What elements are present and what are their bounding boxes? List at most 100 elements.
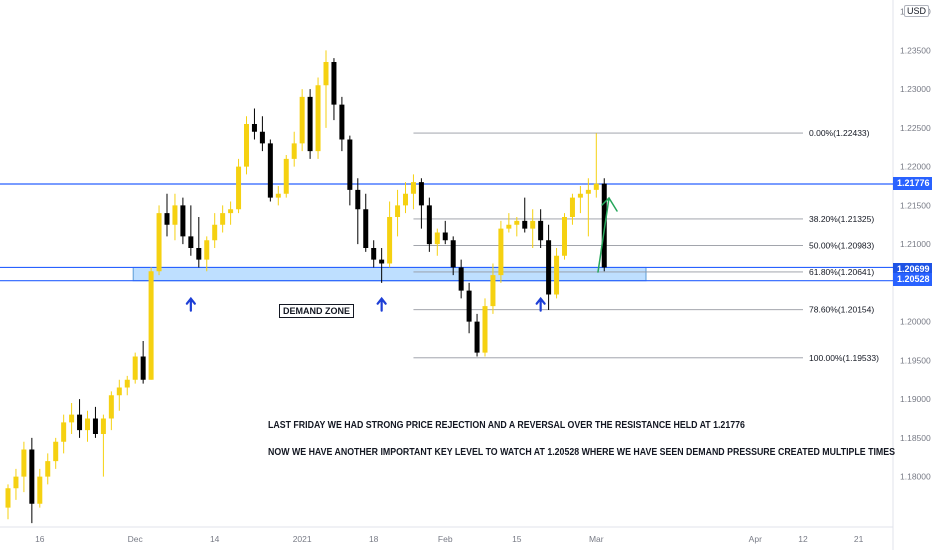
fibonacci-layer: 0.00%(1.22433) 38.20%(1.21325) 50.00%(1.20… [413, 128, 879, 363]
candle-body [228, 209, 234, 214]
price-tick-label: 1.18500 [900, 433, 931, 443]
fib-level-label: 0.00%(1.22433) [809, 128, 870, 138]
candle-body [474, 321, 480, 353]
candle-body [196, 248, 202, 260]
candle-body [562, 217, 567, 256]
candle-body [108, 395, 114, 419]
lower-support-price-tag: 1.20528 [893, 273, 932, 287]
candle-body [403, 193, 408, 206]
candle-body [132, 356, 138, 380]
candle-body [554, 255, 560, 295]
fib-level-label: 61.80%(1.20641) [809, 267, 874, 277]
price-tick-label: 1.21500 [900, 200, 931, 210]
candle-body [426, 205, 432, 245]
candle-body [244, 124, 249, 167]
candle-body [69, 414, 75, 423]
candle-body [37, 476, 43, 504]
price-tick-label: 1.23000 [900, 84, 931, 94]
candle-body [156, 213, 162, 272]
up-arrow-icon [376, 296, 387, 312]
price-tick-label: 1.22000 [900, 162, 931, 172]
candle-body [363, 209, 369, 248]
candle-body [275, 193, 281, 198]
price-tick-label: 1.19500 [900, 355, 931, 365]
candle-body [140, 356, 146, 380]
price-tick-label: 1.21000 [900, 239, 931, 249]
candle-body [371, 248, 377, 260]
candle-body [53, 441, 59, 462]
candle-body [212, 224, 218, 241]
candle-body [577, 193, 583, 198]
candle-body [315, 85, 321, 152]
demand-zone-rect [132, 266, 647, 282]
candle-body [331, 62, 337, 105]
candle-body [148, 271, 154, 380]
time-tick-label: 18 [369, 534, 379, 544]
arrows-layer [185, 196, 618, 312]
candle-body [45, 461, 51, 477]
candle-body [236, 166, 242, 210]
price-tick-label: 1.18000 [900, 472, 931, 482]
fib-level-label: 100.00%(1.19533) [809, 353, 879, 363]
candle-body [482, 306, 488, 353]
time-tick-label: Apr [749, 534, 762, 544]
candle-body [5, 488, 11, 508]
candle-body [61, 422, 67, 442]
annotation-line-2: NOW WE HAVE ANOTHER IMPORTANT KEY LEVEL … [268, 447, 895, 458]
candle-body [188, 236, 194, 248]
candle-body [291, 143, 297, 159]
candle-body [204, 240, 210, 260]
time-tick-label: Dec [128, 534, 144, 544]
resistance-price-tag: 1.21776 [893, 177, 932, 191]
candle-body [569, 197, 575, 217]
time-tick-label: 21 [854, 534, 864, 544]
candle-body [21, 449, 27, 477]
candle-body [124, 379, 130, 388]
time-axis[interactable]: 16 Dec 14 2021 18 Feb 15 Mar Apr 12 21 [35, 534, 864, 544]
demand-zone-layer [132, 266, 647, 282]
candle-body [522, 220, 528, 229]
candle-body [172, 205, 178, 225]
candle-body [77, 414, 83, 431]
candle-body [410, 182, 416, 194]
candle-body [323, 62, 329, 86]
candle-body [530, 220, 536, 229]
fib-level-label: 50.00%(1.20983) [809, 240, 874, 250]
candle-body [506, 224, 512, 229]
candle-body [13, 476, 19, 489]
fib-level-label: 38.20%(1.21325) [809, 214, 874, 224]
candle-body [450, 240, 456, 268]
time-tick-label: Feb [438, 534, 453, 544]
candle-body [92, 418, 98, 434]
candle-body [85, 418, 90, 431]
candle-body [299, 96, 305, 144]
candle-body [283, 158, 289, 194]
upper-support-price-tag: 1.20699 [893, 262, 932, 276]
currency-badge[interactable]: USD [904, 5, 930, 17]
time-tick-label: 14 [210, 534, 220, 544]
candle-body [490, 275, 496, 307]
candle-body [387, 217, 393, 264]
candle-body [251, 124, 257, 132]
candle-body [546, 240, 552, 295]
candle-body [395, 205, 401, 217]
time-tick-label: 16 [35, 534, 45, 544]
candle-body [339, 104, 345, 140]
price-tick-label: 1.20000 [900, 317, 931, 327]
candle-body [347, 139, 353, 190]
candle-body [100, 418, 106, 434]
time-tick-label: 2021 [293, 534, 312, 544]
time-tick-label: 12 [798, 534, 808, 544]
candles-layer [5, 50, 607, 524]
annotation-line-1: LAST FRIDAY WE HAD STRONG PRICE REJECTIO… [268, 420, 745, 431]
candle-body [466, 290, 472, 322]
demand-zone-label: DEMAND ZONE [279, 304, 354, 318]
up-arrow-icon [535, 296, 546, 312]
time-tick-label: Mar [589, 534, 604, 544]
price-axis[interactable]: 1.240001.235001.230001.225001.220001.215… [900, 7, 931, 482]
price-tick-label: 1.23500 [900, 45, 931, 55]
candle-body [418, 182, 424, 206]
candle-body [220, 213, 226, 225]
candle-body [514, 220, 520, 225]
